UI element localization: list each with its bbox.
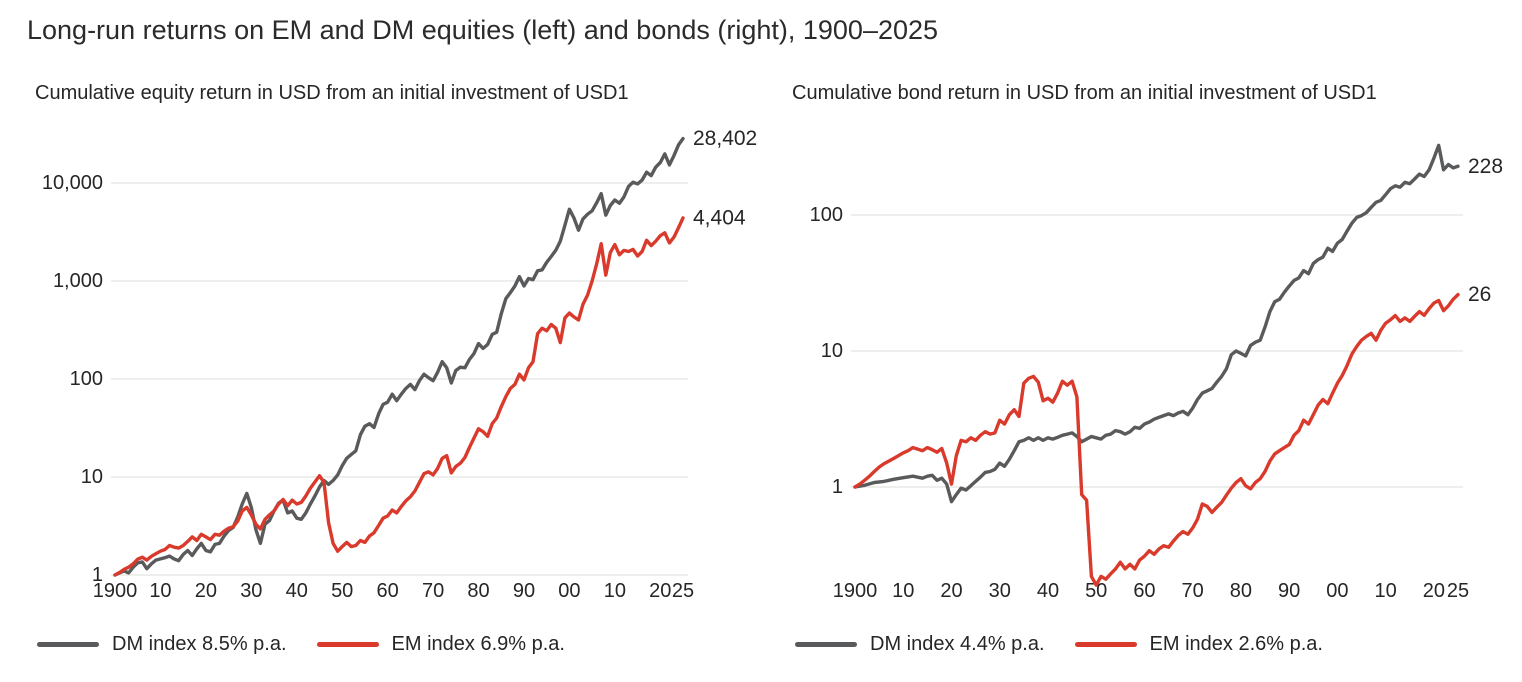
equity-chart-panel: Cumulative equity return in USD from an …: [27, 81, 770, 656]
x-axis-tick-label: 90: [1278, 580, 1300, 602]
equity-chart-subtitle: Cumulative equity return in USD from an …: [35, 81, 629, 104]
dm-line-swatch: [37, 641, 99, 647]
dm-line-swatch: [795, 641, 857, 647]
em-end-value-label: 26: [1468, 283, 1491, 306]
equity-chart-canvas: 1 10 100 1,000 10,000 1900 10 20 30 40 50 60 70 80 90 0…: [42, 127, 757, 602]
dm-end-value-label: 28,402: [693, 127, 757, 150]
x-axis-tick-label: 20: [649, 580, 671, 602]
x-axis-tick-label: 50: [1085, 580, 1107, 602]
y-axis-tick-label: 10,000: [42, 172, 103, 194]
x-axis-tick-label: 30: [240, 580, 262, 602]
x-axis-tick-label: 80: [467, 580, 489, 602]
em-bond-legend-label: EM index 2.6% p.a.: [1149, 632, 1323, 655]
em-line-swatch: [1074, 641, 1137, 647]
x-axis-tick-label: 30: [989, 580, 1011, 602]
x-axis-tick-label: 1900: [833, 580, 878, 602]
y-axis-tick-label: 1,000: [53, 270, 103, 292]
x-axis-tick-label: 20: [195, 580, 217, 602]
dm-line: [113, 136, 685, 577]
em-line: [113, 215, 685, 577]
x-axis-tick-label: 70: [422, 580, 444, 602]
dm-end-value-label: 228: [1468, 155, 1503, 178]
x-axis-tick-label: 10: [892, 580, 914, 602]
x-axis-tick-label: 10: [149, 580, 171, 602]
bond-chart-panel: Cumulative bond return in USD from an in…: [770, 81, 1522, 656]
x-axis-tick-label: 10: [604, 580, 626, 602]
x-axis-tick-label: 00: [1326, 580, 1348, 602]
y-axis-tick-label: 1: [92, 564, 103, 586]
y-axis-tick-label: 100: [70, 368, 103, 390]
equity-chart-legend: DM index 8.5% p.a. EM index 6.9% p.a.: [37, 633, 770, 656]
x-axis-tick-label: 90: [513, 580, 535, 602]
page-title: Long-run returns on EM and DM equities (…: [27, 15, 939, 45]
legend-item-em-equity: EM index 6.9% p.a.: [316, 632, 565, 656]
x-axis-tick-label: 80: [1230, 580, 1252, 602]
x-axis-tick-label: 25: [1447, 580, 1469, 602]
x-axis-tick-label: 50: [331, 580, 353, 602]
legend-item-dm-equity: DM index 8.5% p.a.: [37, 633, 287, 656]
x-axis-tick-label: 40: [286, 580, 308, 602]
x-axis-tick-label: 40: [1037, 580, 1059, 602]
em-end-value-label: 4,404: [693, 206, 746, 229]
y-axis-tick-label: 1: [832, 476, 843, 498]
dm-equity-legend-label: DM index 8.5% p.a.: [112, 632, 287, 655]
y-axis-tick-label: 10: [821, 340, 843, 362]
em-line-swatch: [316, 641, 379, 647]
x-axis-tick-label: 10: [1375, 580, 1397, 602]
em-equity-legend-label: EM index 6.9% p.a.: [391, 632, 565, 655]
legend-item-em-bond: EM index 2.6% p.a.: [1074, 632, 1323, 656]
dm-bond-legend-label: DM index 4.4% p.a.: [870, 632, 1045, 655]
em-line: [853, 292, 1460, 587]
x-axis-tick-label: 25: [672, 580, 694, 602]
x-axis-tick-label: 60: [377, 580, 399, 602]
bond-chart-legend: DM index 4.4% p.a. EM index 2.6% p.a.: [795, 633, 1522, 656]
x-axis-tick-label: 20: [940, 580, 962, 602]
x-axis-tick-label: 70: [1182, 580, 1204, 602]
charts-row: Cumulative equity return in USD from an …: [0, 81, 1522, 656]
y-axis-tick-label: 100: [810, 204, 843, 226]
x-axis-tick-label: 20: [1423, 580, 1445, 602]
figure-page: Long-run returns on EM and DM equities (…: [0, 14, 1522, 656]
legend-item-dm-bond: DM index 4.4% p.a.: [795, 633, 1045, 656]
y-axis-tick-label: 10: [81, 466, 103, 488]
x-axis-tick-label: 00: [558, 580, 580, 602]
x-axis-tick-label: 1900: [93, 580, 138, 602]
dm-line: [853, 143, 1460, 504]
x-axis-tick-label: 60: [1133, 580, 1155, 602]
bond-chart-subtitle: Cumulative bond return in USD from an in…: [792, 81, 1377, 104]
